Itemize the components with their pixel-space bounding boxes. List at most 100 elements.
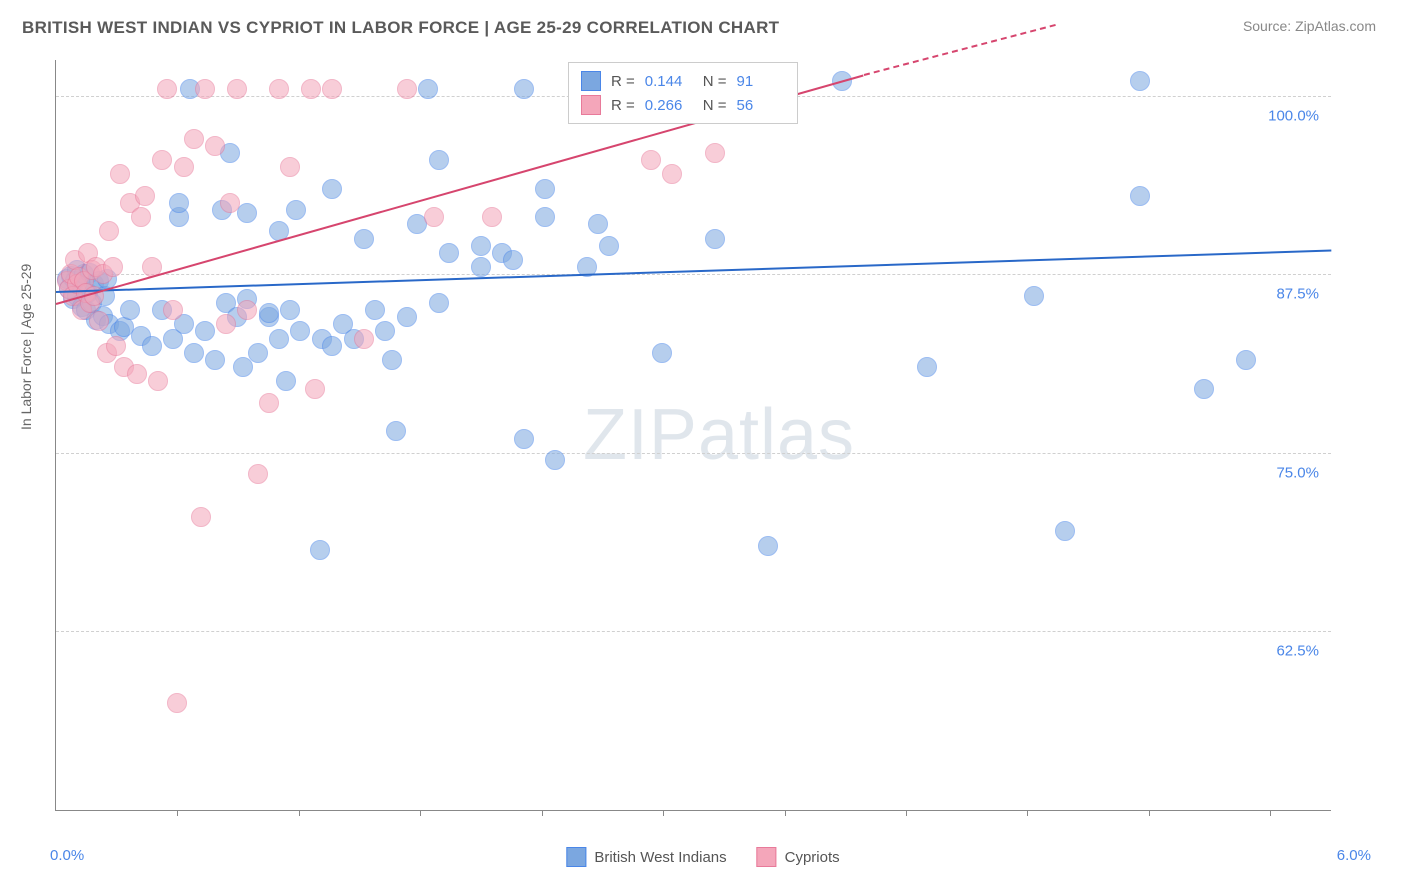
scatter-point [142, 336, 162, 356]
scatter-point [276, 371, 296, 391]
xtick [299, 810, 300, 816]
scatter-point [184, 129, 204, 149]
scatter-point [322, 179, 342, 199]
scatter-point [1194, 379, 1214, 399]
scatter-point [365, 300, 385, 320]
xtick [906, 810, 907, 816]
scatter-point [237, 203, 257, 223]
scatter-point [471, 236, 491, 256]
scatter-point [917, 357, 937, 377]
scatter-point [1130, 186, 1150, 206]
scatter-point [290, 321, 310, 341]
scatter-point [157, 79, 177, 99]
xtick [542, 810, 543, 816]
scatter-point [205, 136, 225, 156]
source-label: Source: ZipAtlas.com [1243, 18, 1376, 34]
scatter-point [220, 193, 240, 213]
xtick [420, 810, 421, 816]
scatter-point [1024, 286, 1044, 306]
scatter-point [652, 343, 672, 363]
scatter-point [216, 314, 236, 334]
scatter-point [131, 207, 151, 227]
scatter-point [588, 214, 608, 234]
scatter-point [1055, 521, 1075, 541]
scatter-point [191, 507, 211, 527]
scatter-point [545, 450, 565, 470]
stats-swatch [581, 71, 601, 91]
chart-title: BRITISH WEST INDIAN VS CYPRIOT IN LABOR … [22, 18, 779, 38]
trend-line [863, 24, 1055, 76]
scatter-point [1236, 350, 1256, 370]
legend-label-cypriot: Cypriots [785, 849, 840, 866]
scatter-point [535, 207, 555, 227]
gridline [56, 274, 1331, 275]
stats-swatch [581, 95, 601, 115]
scatter-point [163, 300, 183, 320]
scatter-point [184, 343, 204, 363]
scatter-point [758, 536, 778, 556]
scatter-point [514, 429, 534, 449]
scatter-point [174, 157, 194, 177]
scatter-point [280, 300, 300, 320]
legend-swatch-bwi [566, 847, 586, 867]
scatter-point [322, 336, 342, 356]
scatter-point [135, 186, 155, 206]
watermark: ZIPatlas [583, 394, 855, 476]
legend: British West Indians Cypriots [566, 847, 839, 867]
scatter-point [482, 207, 502, 227]
legend-label-bwi: British West Indians [594, 849, 726, 866]
scatter-point [237, 300, 257, 320]
legend-item-cypriot: Cypriots [757, 847, 840, 867]
scatter-point [259, 303, 279, 323]
scatter-point [375, 321, 395, 341]
scatter-point [439, 243, 459, 263]
scatter-point [424, 207, 444, 227]
scatter-point [310, 540, 330, 560]
xtick [1149, 810, 1150, 816]
scatter-point [269, 329, 289, 349]
scatter-point [280, 157, 300, 177]
stats-n-value: 56 [737, 97, 785, 114]
scatter-point [471, 257, 491, 277]
stats-box: R = 0.144 N = 91 R = 0.266 N = 56 [568, 62, 798, 124]
scatter-point [127, 364, 147, 384]
stats-row: R = 0.266 N = 56 [581, 93, 785, 117]
scatter-point [152, 150, 172, 170]
scatter-point [167, 693, 187, 713]
scatter-point [89, 311, 109, 331]
xaxis-min-label: 0.0% [50, 847, 84, 864]
scatter-point [248, 343, 268, 363]
trend-line [56, 250, 1331, 293]
xtick [1270, 810, 1271, 816]
gridline [56, 631, 1331, 632]
scatter-point [397, 79, 417, 99]
stats-row: R = 0.144 N = 91 [581, 69, 785, 93]
ytick-label: 87.5% [1276, 286, 1319, 303]
scatter-point [354, 229, 374, 249]
xtick [1027, 810, 1028, 816]
scatter-point [103, 257, 123, 277]
plot-area: ZIPatlas 62.5%75.0%87.5%100.0% [55, 60, 1331, 811]
stats-r-value: 0.144 [645, 73, 693, 90]
scatter-point [248, 464, 268, 484]
scatter-point [301, 79, 321, 99]
stats-n-label: N = [703, 73, 727, 90]
scatter-point [120, 300, 140, 320]
stats-n-label: N = [703, 97, 727, 114]
scatter-point [386, 421, 406, 441]
scatter-point [233, 357, 253, 377]
stats-r-label: R = [611, 73, 635, 90]
scatter-point [106, 336, 126, 356]
ytick-label: 62.5% [1276, 643, 1319, 660]
stats-r-value: 0.266 [645, 97, 693, 114]
stats-n-value: 91 [737, 73, 785, 90]
legend-item-bwi: British West Indians [566, 847, 726, 867]
stats-r-label: R = [611, 97, 635, 114]
scatter-point [429, 293, 449, 313]
scatter-point [397, 307, 417, 327]
scatter-point [354, 329, 374, 349]
scatter-point [514, 79, 534, 99]
scatter-point [148, 371, 168, 391]
scatter-point [599, 236, 619, 256]
scatter-point [641, 150, 661, 170]
